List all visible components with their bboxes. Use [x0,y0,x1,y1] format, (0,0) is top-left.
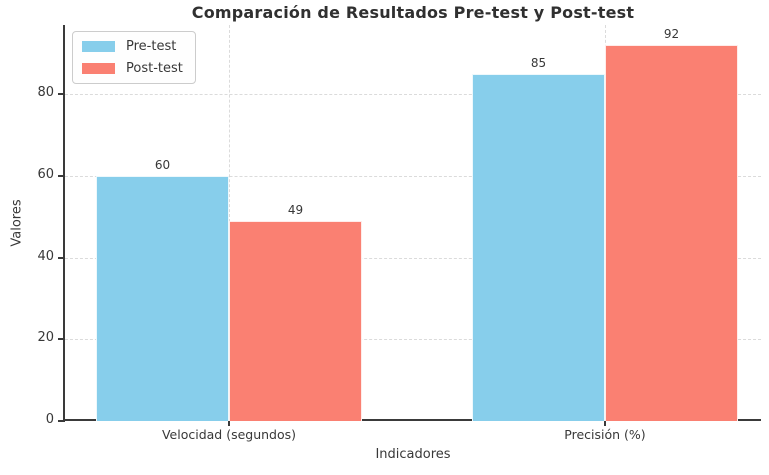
legend-item-pretest: Pre-test [82,39,183,54]
y-gridline [65,94,761,96]
pretest-swatch-icon [82,41,115,52]
bar-pre-test-0 [96,176,229,421]
legend-item-posttest: Post-test [82,61,183,76]
bar-value-label: 60 [154,158,171,173]
y-tick-label: 20 [37,330,54,346]
y-tick-label: 40 [37,248,54,264]
posttest-swatch-icon [82,63,115,74]
y-axis-spine [63,25,65,422]
y-tick-label: 0 [45,412,54,427]
legend-label-posttest: Post-test [126,61,183,76]
y-tick-mark [58,93,64,96]
y-tick-mark [58,420,64,422]
x-axis-label: Indicadores [375,447,451,462]
y-tick-label: 80 [37,85,54,101]
x-axis-spine [63,419,761,421]
x-tick-mark [604,421,606,426]
y-tick-label: 60 [37,167,54,183]
legend-label-pretest: Pre-test [126,39,177,54]
y-tick-mark [58,338,64,341]
y-gridline [65,257,761,259]
legend: Pre-test Post-test [72,31,196,84]
bar-value-label: 92 [663,27,680,42]
x-tick-mark [228,421,230,426]
y-gridline [65,176,761,178]
bar-post-test-0 [229,220,362,421]
plot-area: Pre-test Post-test 60 85 49 92 [65,25,761,421]
y-gridline [65,339,761,341]
bar-pre-test-1 [472,74,605,421]
bar-value-label: 85 [530,56,547,70]
bar-value-label: 49 [287,202,304,217]
y-tick-mark [58,256,64,259]
bar-post-test-1 [605,45,738,421]
y-axis-label: Valores [9,199,25,247]
x-tick-label: Velocidad (segundos) [161,427,297,442]
chart-title: Comparación de Resultados Pre-test y Pos… [191,3,635,22]
y-tick-mark [58,175,64,178]
x-tick-label: Precisión (%) [564,427,646,442]
